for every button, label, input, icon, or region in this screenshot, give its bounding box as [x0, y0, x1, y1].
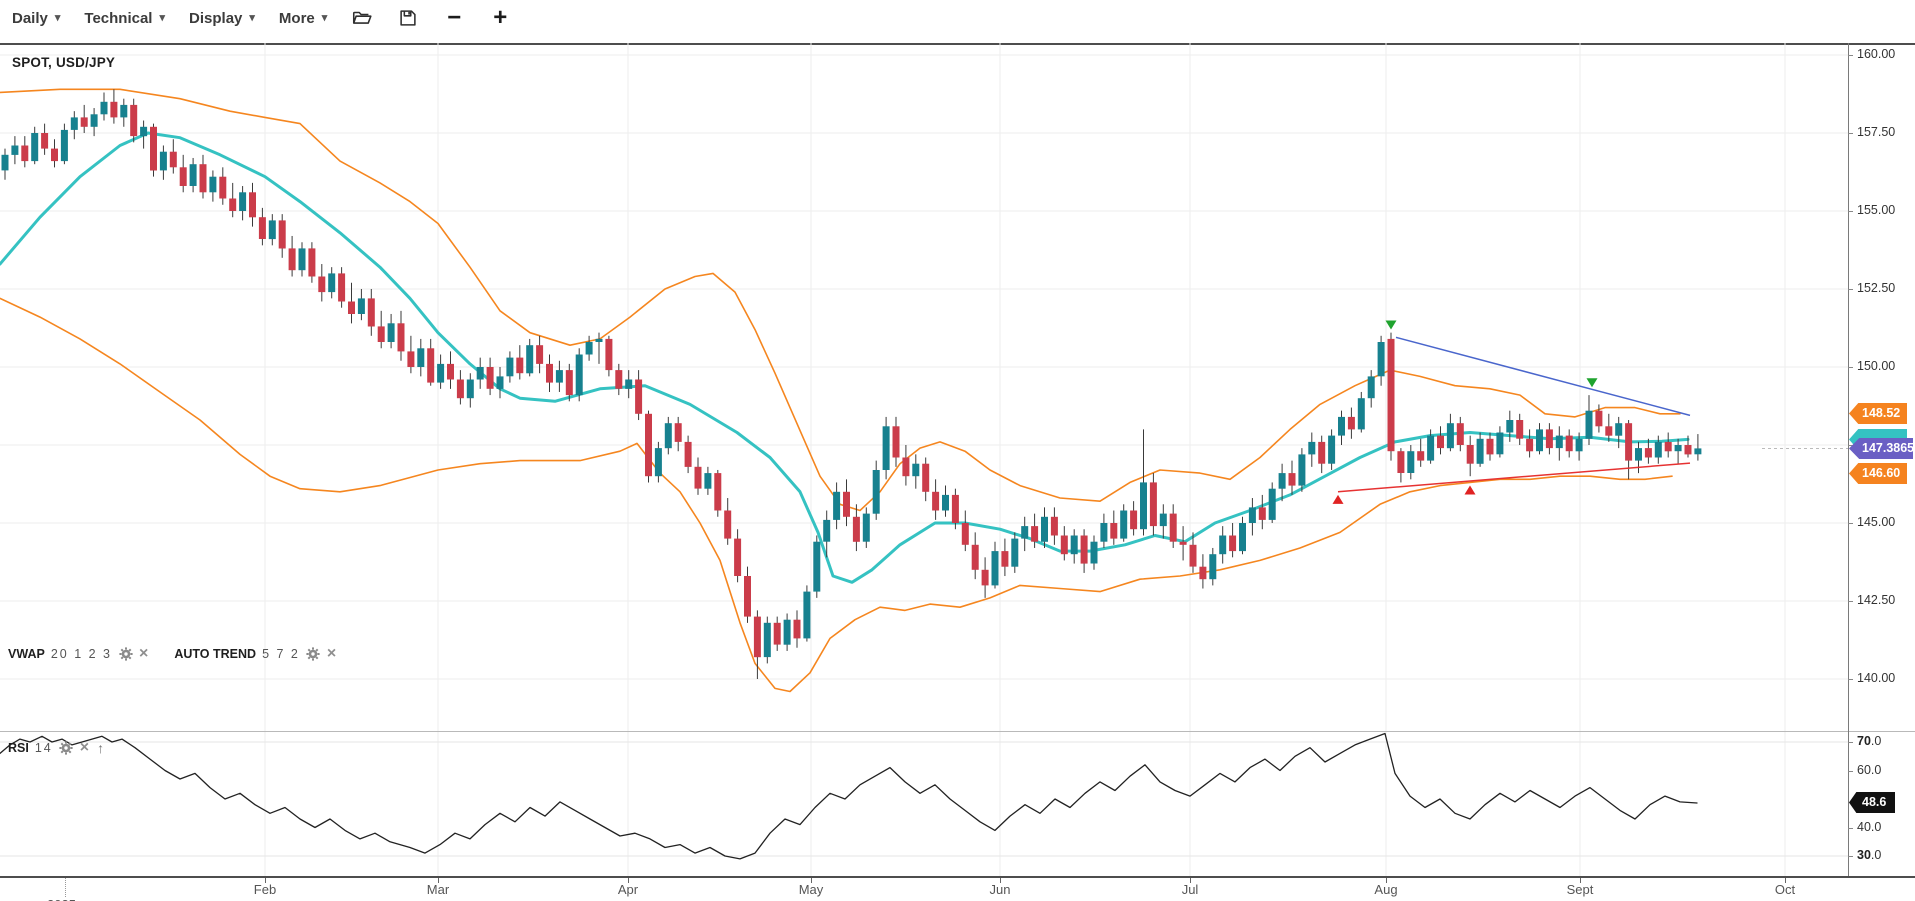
price-axis-tick	[1848, 367, 1853, 368]
upper-band-value-badge: 148.52	[1849, 403, 1907, 424]
x-axis-month-label: Mar	[426, 882, 450, 897]
x-axis-tick	[1580, 878, 1581, 883]
vwap-close-icon[interactable]: ×	[139, 644, 149, 662]
auto-trend-settings-gear-icon[interactable]	[306, 646, 321, 661]
x-axis-month-label: May	[798, 882, 824, 897]
x-axis-tick	[1386, 878, 1387, 883]
rsi-axis-label: 30.0	[1857, 848, 1882, 862]
vwap-settings-gear-icon[interactable]	[118, 646, 133, 661]
last-price-badge: 147.3865	[1849, 438, 1913, 459]
price-axis-label: 150.00	[1857, 359, 1896, 373]
price-axis-label: 142.50	[1857, 593, 1896, 607]
save-icon[interactable]	[397, 7, 419, 29]
x-axis-month-label: Sept	[1566, 882, 1594, 897]
zoom-out-icon[interactable]: −	[447, 4, 462, 31]
x-axis-month-label: Jun	[989, 882, 1011, 897]
price-axis-tick	[1848, 211, 1853, 212]
rsi-axis-label: 70.0	[1857, 734, 1882, 748]
rsi-expand-arrow-icon[interactable]: ↑	[97, 740, 105, 756]
rsi-value-badge: 48.6	[1849, 792, 1895, 813]
chevron-down-icon: ▾	[54, 11, 61, 24]
open-folder-icon[interactable]	[351, 7, 373, 29]
indicator-legend-row: VWAP 20 1 2 3 × AUTO TREND 5 7 2	[8, 644, 337, 662]
price-axis-label: 152.50	[1857, 281, 1896, 295]
time-axis-line	[0, 876, 1915, 878]
price-axis-label: 145.00	[1857, 515, 1896, 529]
price-axis-tick	[1848, 289, 1853, 290]
menu-technical[interactable]: Technical ▾	[84, 10, 165, 27]
menu-technical-label: Technical	[84, 9, 153, 27]
x-axis-tick	[1785, 878, 1786, 883]
chevron-down-icon: ▾	[249, 11, 255, 24]
rsi-axis-label: 40.0	[1857, 820, 1882, 834]
chart-top-border	[0, 43, 1915, 45]
toolbar: Daily ▾ Technical ▾ Display ▾ More ▾	[0, 0, 1915, 36]
x-axis-tick	[628, 878, 629, 883]
main-chart-canvas[interactable]	[0, 32, 1848, 731]
x-axis-tick	[265, 878, 266, 883]
price-axis-label: 140.00	[1857, 671, 1896, 685]
x-axis-tick	[1000, 878, 1001, 883]
menu-timeframe-label: Daily	[12, 9, 48, 27]
x-axis-month-label: Apr	[617, 882, 639, 897]
price-axis-label: 160.00	[1857, 47, 1896, 61]
rsi-close-icon[interactable]: ×	[79, 739, 90, 756]
auto-trend-indicator-params: 5 7 2	[262, 646, 300, 661]
rsi-settings-gear-icon[interactable]	[59, 741, 74, 756]
x-axis-tick	[811, 878, 812, 883]
x-axis-tick	[1190, 878, 1191, 883]
rsi-axis-label: 60.0	[1857, 763, 1882, 777]
chevron-down-icon: ▾	[159, 11, 166, 24]
menu-display[interactable]: Display ▾	[189, 10, 255, 27]
menu-more[interactable]: More ▾	[279, 10, 327, 27]
rsi-axis-tick	[1848, 742, 1853, 743]
zoom-in-icon[interactable]: +	[493, 4, 508, 31]
x-axis-month-label: Feb	[253, 882, 277, 897]
x-axis-year-label: 2025	[47, 897, 76, 901]
vwap-indicator-params: 20 1 2 3	[50, 646, 112, 661]
year-tick	[65, 878, 66, 897]
price-axis-tick	[1848, 523, 1853, 524]
price-axis-tick	[1848, 445, 1853, 446]
menu-timeframe[interactable]: Daily ▾	[12, 10, 60, 27]
panel-separator	[0, 731, 1915, 732]
rsi-legend-row: RSI 14 × ↑	[8, 739, 105, 757]
rsi-axis-tick	[1848, 771, 1853, 772]
rsi-chart-canvas[interactable]	[0, 731, 1848, 877]
x-axis-month-label: Jul	[1181, 882, 1199, 897]
price-axis-tick	[1848, 133, 1853, 134]
price-axis-label: 155.00	[1857, 203, 1896, 217]
auto-trend-close-icon[interactable]: ×	[326, 644, 337, 662]
price-axis-label: 157.50	[1857, 125, 1896, 139]
vwap-indicator-label: VWAP	[8, 646, 45, 661]
x-axis-month-label: Aug	[1374, 882, 1398, 897]
chart-title: SPOT, USD/JPY	[12, 55, 116, 70]
x-axis-month-label: Oct	[1774, 882, 1796, 897]
x-axis-tick	[438, 878, 439, 883]
rsi-axis-tick	[1848, 828, 1853, 829]
price-axis-line	[1848, 43, 1849, 877]
rsi-axis-tick	[1848, 856, 1853, 857]
lower-band-value-badge: 146.60	[1849, 463, 1907, 484]
price-axis-tick	[1848, 55, 1853, 56]
auto-trend-indicator-label: AUTO TREND	[174, 646, 257, 661]
rsi-indicator-label: RSI	[8, 741, 29, 755]
chevron-down-icon: ▾	[321, 11, 328, 24]
rsi-indicator-params: 14	[34, 741, 53, 755]
menu-display-label: Display	[189, 9, 243, 27]
price-axis-tick	[1848, 601, 1853, 602]
menu-more-label: More	[278, 9, 315, 27]
price-axis-tick	[1848, 679, 1853, 680]
